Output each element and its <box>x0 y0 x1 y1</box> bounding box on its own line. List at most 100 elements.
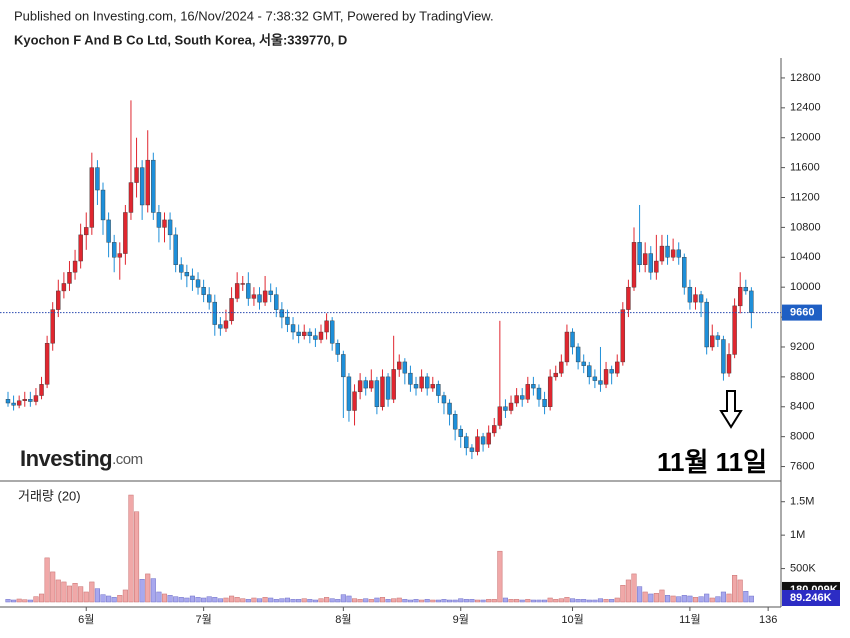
y-tick-label: 11200 <box>790 191 820 203</box>
candle-body <box>117 253 122 258</box>
y-tick-label: 11600 <box>790 162 820 174</box>
volume-bar <box>620 585 626 603</box>
volume-bar <box>296 599 302 603</box>
volume-bar <box>391 598 397 603</box>
volume-bar <box>335 599 341 603</box>
candle-body <box>139 167 145 206</box>
candle-body <box>190 275 195 280</box>
candle-body <box>464 436 469 449</box>
y-tick-label: 10800 <box>790 221 821 233</box>
volume-bar <box>670 595 676 603</box>
volume-bar <box>290 599 296 603</box>
candle-body <box>508 402 514 411</box>
candle-body <box>726 354 732 374</box>
candle-body <box>575 346 581 363</box>
candle-body <box>447 402 452 415</box>
volume-bar <box>704 593 710 603</box>
candle-body <box>536 387 542 400</box>
candle-body <box>78 234 83 262</box>
candle-body <box>737 286 743 307</box>
candle-body <box>95 167 100 191</box>
volume-bar <box>592 599 598 603</box>
volume-bar <box>648 593 654 603</box>
candle-body <box>184 272 190 277</box>
volume-bar <box>396 597 402 603</box>
volume-bar <box>94 588 100 603</box>
candle-body <box>615 361 620 374</box>
candle-body <box>313 335 318 340</box>
volume-bar <box>687 595 693 603</box>
candle-body <box>592 376 598 381</box>
volume-bar <box>173 596 179 603</box>
volume-bar <box>312 599 318 603</box>
logo-main: Investing <box>20 446 112 471</box>
candle-body <box>106 219 111 243</box>
candle-body <box>173 234 178 265</box>
volume-bar <box>78 586 84 603</box>
candle-body <box>357 380 363 393</box>
candle-body <box>341 354 346 378</box>
x-tick-label: 136 <box>759 614 777 626</box>
candle-body <box>268 290 273 295</box>
candle-body <box>234 283 240 299</box>
candle-body <box>145 159 150 206</box>
volume-bar <box>363 598 369 603</box>
volume-bar <box>463 599 469 603</box>
volume-bar <box>732 575 738 603</box>
volume-bar <box>402 599 408 603</box>
candle-body <box>307 331 313 336</box>
volume-bar <box>698 596 704 603</box>
x-tick-label: 11월 <box>679 613 701 626</box>
candle-body <box>609 369 614 374</box>
volume-bar <box>145 573 151 603</box>
volume-bar <box>597 598 604 603</box>
candle-body <box>162 219 167 228</box>
candle-body <box>665 245 670 258</box>
candle-body <box>279 309 285 318</box>
candle-body <box>492 425 497 434</box>
candle-body <box>223 320 229 329</box>
volume-bar <box>676 596 682 603</box>
candle-body <box>570 331 575 348</box>
volume-bar <box>234 597 240 603</box>
candle-body <box>424 376 430 389</box>
volume-bar <box>497 550 503 603</box>
volume-bar <box>715 596 721 603</box>
last-price-box <box>782 304 822 321</box>
volume-bar <box>726 593 732 603</box>
y-tick-label: 7600 <box>790 460 814 472</box>
volume-bar <box>474 599 481 603</box>
candle-body <box>458 428 463 437</box>
volume-bar <box>117 595 123 603</box>
volume-bar <box>33 596 39 603</box>
volume-bar <box>111 597 117 603</box>
volume-bar <box>637 586 643 603</box>
volume-bar <box>603 599 609 603</box>
volume-bar <box>229 595 235 603</box>
candle-body <box>302 331 307 336</box>
candle-body <box>419 376 424 389</box>
candle-body <box>402 361 408 374</box>
volume-bar <box>83 591 89 603</box>
candle-body <box>380 376 385 407</box>
volume-bar <box>324 597 330 603</box>
x-tick-label: 7월 <box>195 613 211 626</box>
volume-bar <box>659 589 665 603</box>
x-tick-label: 8월 <box>335 613 351 626</box>
candle-body <box>218 324 223 329</box>
candle-body <box>5 399 11 404</box>
candle-body <box>128 182 134 213</box>
volume-tick-label: 500K <box>790 562 816 574</box>
volume-bar <box>100 594 106 603</box>
candle-body <box>246 283 251 299</box>
volume-bar <box>469 599 475 603</box>
candle-body <box>626 286 631 310</box>
candle-body <box>363 380 368 389</box>
candle-body <box>318 331 324 340</box>
candle-body <box>285 316 290 325</box>
volume-bar <box>16 598 22 603</box>
candle-body <box>603 369 609 385</box>
volume-bar <box>575 599 581 603</box>
candle-body <box>195 279 201 288</box>
candle-body <box>408 372 413 385</box>
